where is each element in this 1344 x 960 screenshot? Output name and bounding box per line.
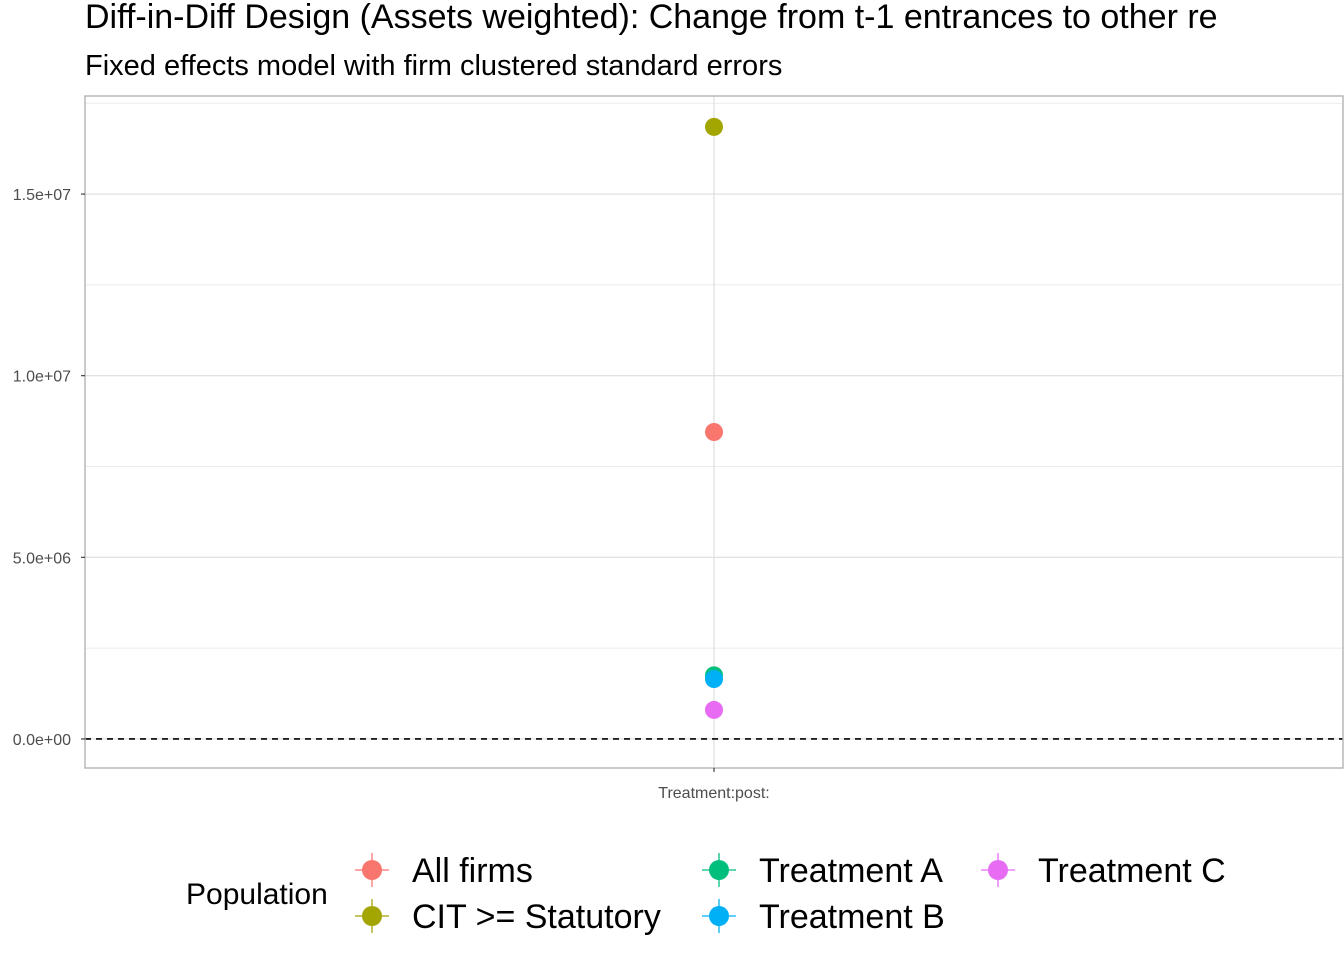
data-point: [705, 670, 723, 689]
legend-title: Population: [186, 878, 328, 911]
legend-label: Treatment B: [759, 898, 945, 936]
legend-item: Treatment B: [702, 898, 945, 936]
legend-items: All firms CIT >= Statutory Treatment A Trea…: [355, 852, 1226, 936]
legend-key-point: [709, 860, 729, 880]
y-axis: 0.0e+00 5.0e+06 1.0e+07 1.5e+07: [13, 187, 85, 749]
data-point: [705, 423, 723, 441]
legend-key-point: [709, 906, 729, 926]
legend-item: All firms: [355, 852, 533, 890]
x-axis: Treatment:post:: [658, 768, 770, 802]
legend: Population All firms CIT >= Statutory Trea…: [186, 852, 1226, 936]
legend-key-point: [988, 860, 1008, 880]
legend-key-point: [362, 860, 382, 880]
x-tick-label: Treatment:post:: [658, 785, 769, 802]
legend-item: CIT >= Statutory: [355, 898, 661, 936]
legend-item: Treatment A: [702, 852, 943, 890]
chart-title: Diff-in-Diff Design (Assets weighted): C…: [85, 0, 1218, 36]
y-tick-label: 1.5e+07: [13, 187, 71, 204]
legend-item: Treatment C: [981, 852, 1226, 890]
legend-label: All firms: [412, 852, 533, 890]
data-points: [705, 117, 723, 719]
y-tick-label: 5.0e+06: [13, 550, 71, 567]
y-tick-label: 0.0e+00: [13, 732, 71, 749]
legend-key-point: [362, 906, 382, 926]
data-point: [705, 117, 723, 136]
legend-label: Treatment C: [1038, 852, 1226, 890]
plot-area: [84, 95, 1344, 769]
data-point: [705, 700, 723, 719]
legend-label: Treatment A: [759, 852, 943, 890]
legend-label: CIT >= Statutory: [412, 898, 661, 936]
y-tick-label: 1.0e+07: [13, 369, 71, 386]
chart-subtitle: Fixed effects model with firm clustered …: [85, 50, 782, 82]
